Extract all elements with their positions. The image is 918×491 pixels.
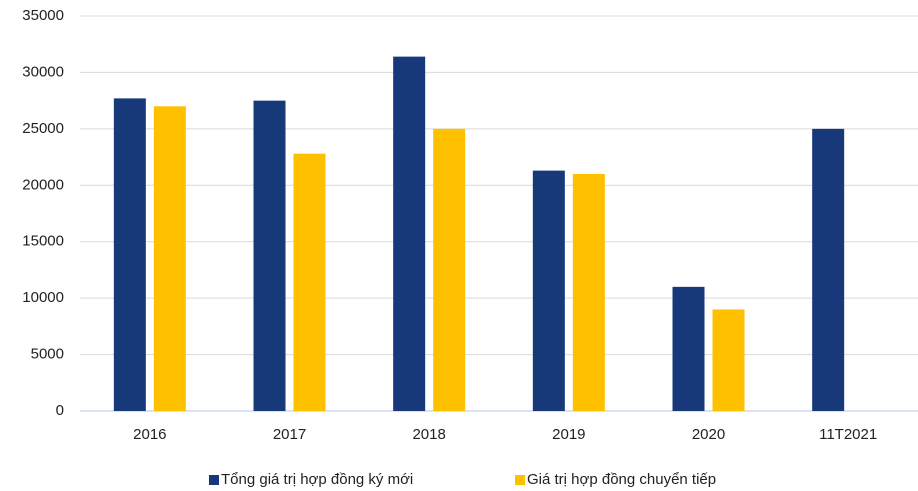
- y-tick-label: 10000: [22, 289, 64, 306]
- bar: [572, 174, 605, 411]
- bar: [153, 106, 186, 412]
- y-tick-label: 15000: [22, 233, 64, 250]
- x-tick-label: 2018: [412, 426, 445, 443]
- bar: [712, 309, 745, 411]
- bar: [293, 153, 326, 411]
- legend-swatch: [515, 475, 525, 485]
- bar: [253, 100, 286, 412]
- y-tick-label: 5000: [31, 346, 64, 363]
- bar: [433, 128, 466, 411]
- legend-label: Giá trị hợp đồng chuyển tiếp: [527, 471, 716, 488]
- bar: [672, 286, 705, 411]
- x-tick-label: 2016: [133, 426, 166, 443]
- x-tick-label: 2020: [692, 426, 725, 443]
- y-tick-label: 35000: [22, 7, 64, 24]
- bar: [393, 56, 426, 411]
- legend-label: Tổng giá trị hợp đồng ký mới: [221, 471, 413, 488]
- bar: [113, 98, 146, 411]
- x-tick-label: 2017: [273, 426, 306, 443]
- y-tick-label: 20000: [22, 176, 64, 193]
- y-tick-label: 25000: [22, 120, 64, 137]
- x-tick-label: 11T2021: [819, 426, 877, 443]
- bar: [812, 128, 845, 411]
- y-tick-label: 30000: [22, 63, 64, 80]
- bar: [532, 170, 565, 411]
- x-tick-label: 2019: [552, 426, 585, 443]
- legend-swatch: [209, 475, 219, 485]
- y-tick-label: 0: [56, 402, 64, 419]
